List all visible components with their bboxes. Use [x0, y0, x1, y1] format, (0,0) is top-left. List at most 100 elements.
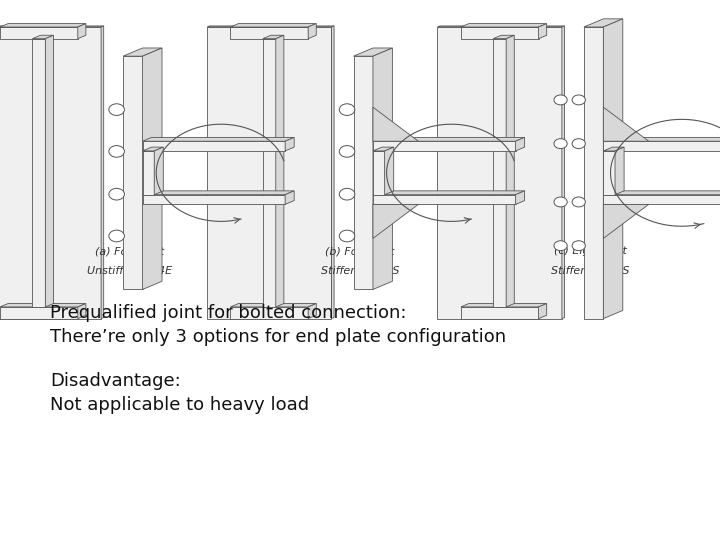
- Polygon shape: [373, 151, 384, 194]
- Polygon shape: [32, 35, 53, 39]
- Polygon shape: [384, 147, 394, 194]
- Polygon shape: [539, 303, 546, 319]
- Polygon shape: [263, 39, 276, 307]
- Polygon shape: [207, 26, 334, 27]
- Polygon shape: [143, 141, 285, 151]
- Polygon shape: [123, 48, 162, 56]
- Polygon shape: [230, 303, 316, 307]
- Polygon shape: [354, 56, 373, 289]
- Polygon shape: [516, 137, 525, 151]
- Polygon shape: [143, 147, 163, 151]
- Polygon shape: [143, 194, 285, 204]
- Polygon shape: [154, 147, 163, 194]
- Polygon shape: [230, 24, 316, 27]
- Polygon shape: [562, 26, 564, 319]
- Text: Unstiffened, 4E: Unstiffened, 4E: [87, 266, 172, 276]
- Text: Not applicable to heavy load: Not applicable to heavy load: [50, 396, 310, 414]
- Circle shape: [339, 230, 355, 242]
- Polygon shape: [461, 24, 546, 27]
- Circle shape: [554, 139, 567, 148]
- Polygon shape: [373, 147, 394, 151]
- Circle shape: [339, 146, 355, 157]
- Circle shape: [572, 95, 585, 105]
- Polygon shape: [143, 191, 294, 194]
- Polygon shape: [373, 137, 525, 141]
- Polygon shape: [230, 307, 308, 319]
- Polygon shape: [603, 151, 615, 194]
- Circle shape: [339, 104, 355, 116]
- Circle shape: [554, 241, 567, 251]
- Polygon shape: [308, 303, 316, 319]
- Polygon shape: [603, 19, 623, 319]
- Polygon shape: [45, 35, 53, 307]
- Polygon shape: [0, 27, 78, 39]
- Polygon shape: [101, 26, 104, 319]
- Circle shape: [554, 197, 567, 207]
- Polygon shape: [0, 24, 86, 27]
- Polygon shape: [603, 137, 720, 141]
- Polygon shape: [461, 27, 539, 39]
- Polygon shape: [373, 191, 525, 194]
- Polygon shape: [615, 147, 624, 194]
- Polygon shape: [373, 107, 418, 141]
- Polygon shape: [461, 303, 546, 307]
- Polygon shape: [354, 48, 392, 56]
- Polygon shape: [207, 27, 331, 319]
- Circle shape: [339, 188, 355, 200]
- Polygon shape: [603, 191, 720, 194]
- Circle shape: [109, 230, 125, 242]
- Text: (a) Four-Bolt: (a) Four-Bolt: [95, 246, 164, 256]
- Polygon shape: [603, 147, 624, 151]
- Polygon shape: [32, 39, 45, 307]
- Polygon shape: [373, 194, 516, 204]
- Polygon shape: [143, 151, 154, 194]
- Polygon shape: [123, 56, 143, 289]
- Circle shape: [109, 188, 125, 200]
- Polygon shape: [493, 39, 506, 307]
- Text: Prequalified joint for bolted connection:: Prequalified joint for bolted connection…: [50, 304, 407, 322]
- Text: (c) Eight-Bolt: (c) Eight-Bolt: [554, 246, 627, 256]
- Polygon shape: [331, 26, 334, 319]
- Circle shape: [572, 241, 585, 251]
- Polygon shape: [461, 307, 539, 319]
- Circle shape: [572, 139, 585, 148]
- Polygon shape: [603, 141, 720, 151]
- Polygon shape: [603, 107, 649, 141]
- Polygon shape: [539, 24, 546, 39]
- Polygon shape: [373, 141, 516, 151]
- Polygon shape: [584, 27, 603, 319]
- Text: Stiffened, 8ES: Stiffened, 8ES: [551, 266, 630, 276]
- Circle shape: [109, 104, 125, 116]
- Polygon shape: [603, 194, 720, 204]
- Polygon shape: [584, 19, 623, 27]
- Polygon shape: [438, 27, 562, 319]
- Polygon shape: [78, 24, 86, 39]
- Circle shape: [572, 197, 585, 207]
- Polygon shape: [0, 303, 86, 307]
- Polygon shape: [285, 191, 294, 204]
- Polygon shape: [0, 26, 104, 27]
- Polygon shape: [263, 35, 284, 39]
- Polygon shape: [285, 137, 294, 151]
- Polygon shape: [506, 35, 514, 307]
- Polygon shape: [308, 24, 316, 39]
- Polygon shape: [143, 48, 162, 289]
- Text: There’re only 3 options for end plate configuration: There’re only 3 options for end plate co…: [50, 328, 507, 347]
- Circle shape: [109, 146, 125, 157]
- Polygon shape: [493, 35, 514, 39]
- Polygon shape: [230, 27, 308, 39]
- Polygon shape: [373, 204, 418, 239]
- Circle shape: [554, 95, 567, 105]
- Polygon shape: [0, 307, 78, 319]
- Polygon shape: [373, 48, 392, 289]
- Polygon shape: [276, 35, 284, 307]
- Polygon shape: [603, 204, 649, 239]
- Text: (b) Four-Bolt: (b) Four-Bolt: [325, 246, 395, 256]
- Text: Stiffened, 4ES: Stiffened, 4ES: [320, 266, 400, 276]
- Polygon shape: [0, 27, 101, 319]
- Polygon shape: [438, 26, 564, 27]
- Polygon shape: [516, 191, 525, 204]
- Text: Disadvantage:: Disadvantage:: [50, 372, 181, 390]
- Polygon shape: [143, 137, 294, 141]
- Polygon shape: [78, 303, 86, 319]
